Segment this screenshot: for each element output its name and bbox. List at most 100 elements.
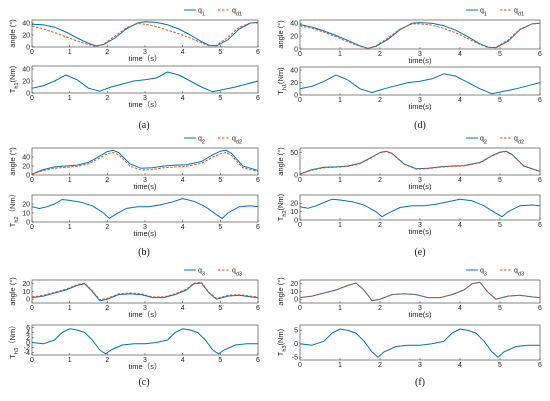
x-tick-label: 6 xyxy=(538,97,542,104)
x-tick-label: 1 xyxy=(338,305,342,312)
y-tick-label: 40 xyxy=(22,20,30,27)
axes-frame xyxy=(299,324,541,361)
x-tick-label: 2 xyxy=(378,97,382,104)
x-tick-label: 2 xyxy=(105,95,109,102)
x-tick-label: 5 xyxy=(498,362,502,369)
x-tick-label: 1 xyxy=(68,49,72,56)
y-tick-label: 0 xyxy=(26,219,30,226)
legend-label-desired: qd3 xyxy=(232,268,242,278)
x-axis-label: time(s) xyxy=(409,102,432,111)
x-tick-label: 6 xyxy=(256,357,260,364)
series-line-qd1 xyxy=(299,22,541,49)
x-tick-label: 6 xyxy=(538,305,542,312)
legend-label-desired: qd2 xyxy=(232,136,242,146)
y-tick-label: 20 xyxy=(22,32,30,39)
axes-frame xyxy=(31,194,259,223)
y-tick-label: 0 xyxy=(294,46,298,53)
x-tick-label: 0 xyxy=(30,49,34,56)
y-axis-label: angle (°) xyxy=(8,147,17,176)
panel-caption-a: (a) xyxy=(138,120,149,131)
y-tick-label: 0 xyxy=(26,44,30,51)
x-tick-label: 2 xyxy=(378,305,382,312)
y-tick-label: 0 xyxy=(26,90,30,97)
panel-d-bottom: 0 1 2 3 4 5 6 0 20 40 time(s) Th1(Nm) xyxy=(276,66,542,111)
y-tick-label: 20 xyxy=(290,281,298,288)
x-tick-label: 5 xyxy=(498,305,502,312)
series-line-Th2 xyxy=(299,198,541,218)
x-tick-label: 4 xyxy=(458,222,462,229)
legend-label-desired: qd1 xyxy=(514,8,524,18)
x-tick-label: 5 xyxy=(218,95,222,102)
x-tick-label: 6 xyxy=(256,95,260,102)
y-tick-label: 10 xyxy=(290,289,298,296)
panel-caption-b: (b) xyxy=(138,247,150,258)
series-line-qd2 xyxy=(299,151,541,175)
y-tick-label: -5 xyxy=(292,355,298,362)
x-axis-label: time(s) xyxy=(409,56,432,65)
y-tick-label: 40 xyxy=(290,67,298,74)
x-axis-label: time(s) xyxy=(134,229,157,238)
x-tick-label: 1 xyxy=(68,224,72,231)
x-tick-label: 2 xyxy=(378,177,382,184)
x-tick-label: 2 xyxy=(105,177,109,184)
series-line-Th3 xyxy=(31,328,258,355)
x-tick-label: 6 xyxy=(256,49,260,56)
y-tick-label: 0 xyxy=(294,217,298,224)
series-line-q3 xyxy=(299,281,541,302)
x-axis-label: time(s) xyxy=(409,227,432,236)
y-tick-label: 20 xyxy=(22,201,30,208)
series-line-q3 xyxy=(31,282,259,302)
y-tick-label: 20 xyxy=(290,201,298,208)
x-tick-label: 6 xyxy=(256,224,260,231)
y-axis-label: Th2（Nm） xyxy=(8,190,20,227)
x-tick-label: 2 xyxy=(378,222,382,229)
y-tick-label: 6 xyxy=(26,325,30,332)
panel-caption-c: (c) xyxy=(138,377,149,388)
x-tick-label: 5 xyxy=(218,49,222,56)
x-tick-label: 0 xyxy=(298,305,302,312)
x-tick-label: 1 xyxy=(68,177,72,184)
x-tick-label: 5 xyxy=(498,97,502,104)
y-axis-label: Th2(Nm) xyxy=(276,193,288,221)
x-tick-label: 2 xyxy=(378,51,382,58)
y-tick-label: -4 xyxy=(24,350,30,357)
y-tick-label: 40 xyxy=(22,154,30,161)
x-tick-label: 6 xyxy=(256,177,260,184)
y-axis-label: angle (°) xyxy=(276,20,285,49)
panel-a-bottom: 0 1 2 3 4 5 6 0 20 40 time（s） Th1(Nm) xyxy=(8,65,260,109)
series-line-Th3 xyxy=(299,328,540,358)
x-tick-label: 0 xyxy=(30,95,34,102)
series-line-qd2 xyxy=(31,152,259,175)
x-axis-label: time（s） xyxy=(129,310,162,319)
x-tick-label: 2 xyxy=(105,357,109,364)
x-tick-label: 2 xyxy=(105,224,109,231)
y-tick-label: 2 xyxy=(26,335,30,342)
legend-label-desired: qd2 xyxy=(514,136,524,146)
x-tick-label: 1 xyxy=(338,177,342,184)
x-tick-label: 3 xyxy=(143,49,147,56)
x-axis-label: time(s) xyxy=(409,182,432,191)
y-axis-label: Th1(Nm) xyxy=(8,65,20,93)
x-tick-label: 4 xyxy=(181,357,185,364)
y-tick-label: 4 xyxy=(26,330,30,337)
x-tick-label: 3 xyxy=(418,222,422,229)
series-line-q1 xyxy=(31,21,259,47)
series-line-Th1 xyxy=(299,73,541,95)
x-tick-label: 4 xyxy=(181,224,185,231)
x-tick-label: 0 xyxy=(298,222,302,229)
y-axis-label: Th3(Nm) xyxy=(276,328,288,356)
x-tick-label: 4 xyxy=(181,95,185,102)
y-tick-label: 50 xyxy=(290,150,298,157)
y-tick-label: 0 xyxy=(294,341,298,348)
y-tick-label: 0 xyxy=(294,296,298,303)
legend-label-measured: q2 xyxy=(480,136,487,146)
y-axis-label: Th1(Nm) xyxy=(276,67,288,95)
x-tick-label: 3 xyxy=(143,95,147,102)
y-tick-label: 0 xyxy=(294,92,298,99)
y-tick-label: 40 xyxy=(290,21,298,28)
y-axis-label: angle (°) xyxy=(8,277,17,306)
x-tick-label: 5 xyxy=(498,177,502,184)
